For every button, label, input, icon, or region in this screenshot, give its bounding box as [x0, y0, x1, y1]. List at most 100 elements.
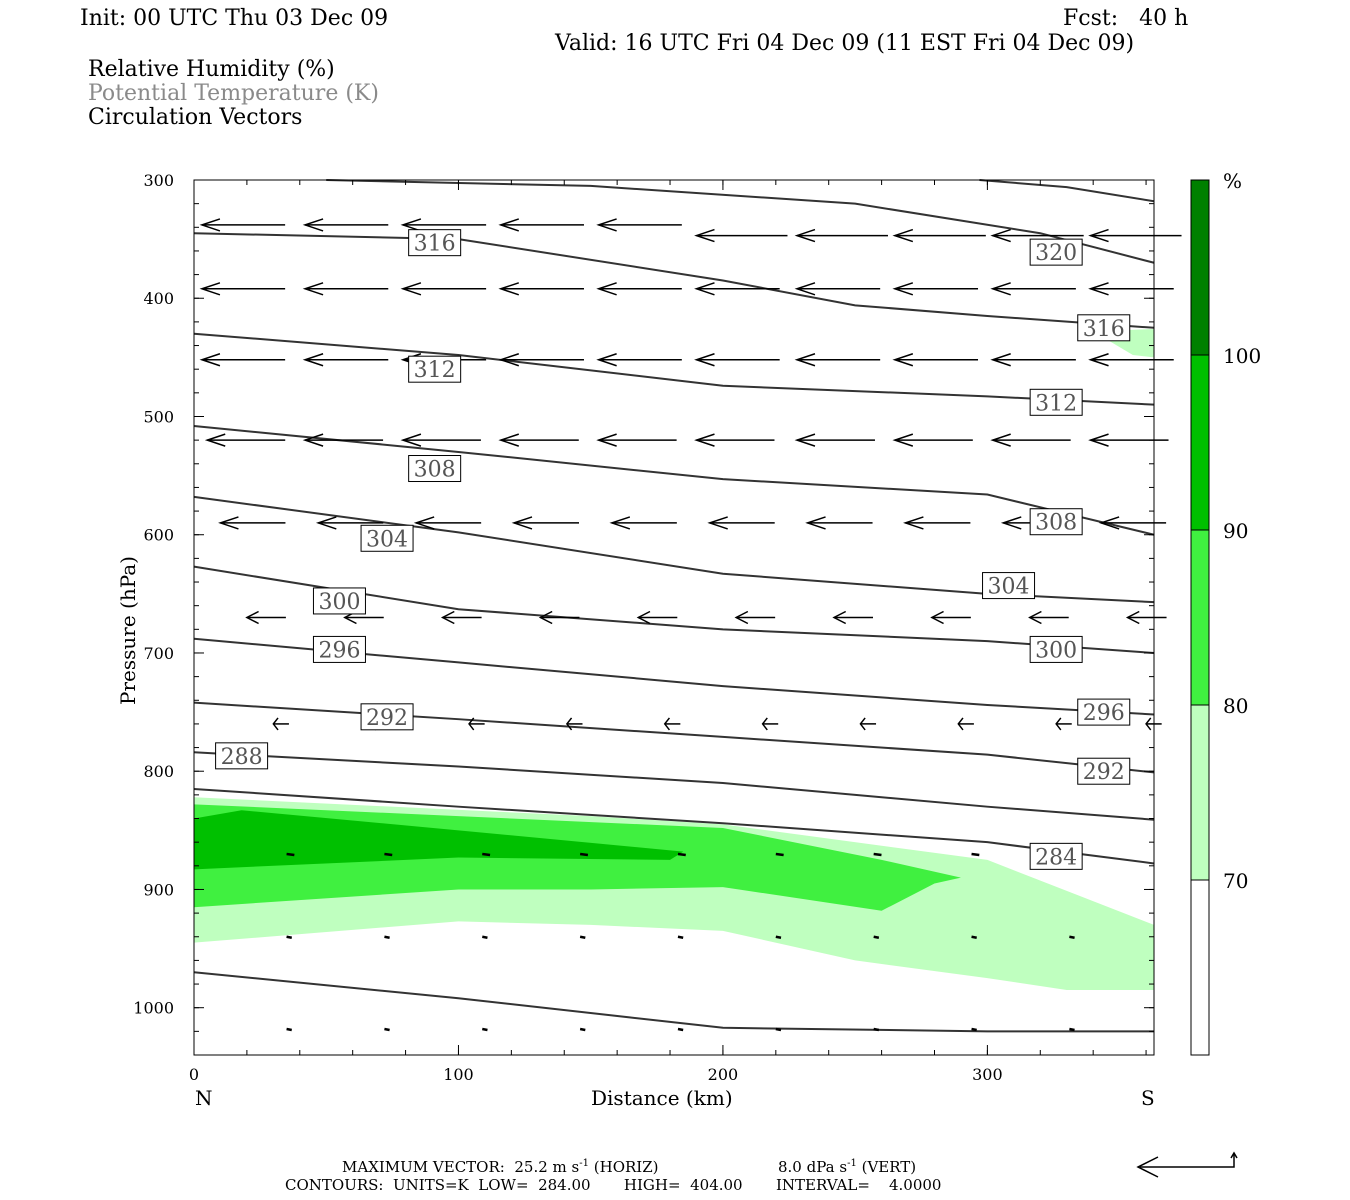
- svg-text:304: 304: [988, 575, 1030, 600]
- contour-label-312: 312: [408, 355, 462, 383]
- contour-label-300: 300: [1029, 635, 1083, 663]
- circulation-vector: [794, 228, 888, 243]
- max-vector-text: MAXIMUM VECTOR: 25.2 m s-1 (HORIZ): [342, 1158, 659, 1176]
- circulation-vector: [1069, 1027, 1075, 1032]
- svg-text:296: 296: [318, 638, 360, 663]
- field-label-rh: Relative Humidity (%): [88, 57, 335, 82]
- x-axis-title: Distance (km): [591, 1086, 733, 1110]
- svg-text:312: 312: [414, 358, 456, 383]
- contour-label-312: 312: [1029, 388, 1083, 416]
- circulation-vector: [482, 935, 488, 939]
- circulation-vector: [609, 516, 677, 530]
- contour-label-288: 288: [215, 742, 269, 770]
- contour-label-300: 300: [312, 587, 366, 615]
- contour-label-304: 304: [982, 572, 1036, 600]
- contour-label-284: 284: [1029, 842, 1083, 870]
- circulation-vector: [794, 282, 881, 296]
- theta-contour-292: [193, 701, 1155, 774]
- circulation-vector: [971, 935, 977, 939]
- x-tick-label: 0: [189, 1065, 199, 1084]
- circulation-vector: [663, 717, 681, 731]
- svg-text:300: 300: [318, 590, 360, 615]
- svg-text:296: 296: [1083, 701, 1125, 726]
- y-tick-label: 700: [143, 644, 174, 663]
- circulation-vector: [384, 852, 393, 857]
- theta-contour-316: [193, 232, 1155, 329]
- south-label: S: [1141, 1086, 1155, 1110]
- contour-label-304: 304: [360, 524, 414, 552]
- colorbar-swatch: [1190, 879, 1210, 1056]
- contour-label-296: 296: [1077, 698, 1131, 726]
- svg-text:300: 300: [1035, 638, 1077, 663]
- circulation-vector: [734, 610, 776, 625]
- circulation-vector: [1088, 433, 1169, 447]
- colorbar-label: 90: [1223, 519, 1248, 543]
- plot-frame: [193, 179, 1155, 1056]
- circulation-vector: [930, 610, 971, 625]
- svg-text:308: 308: [414, 458, 456, 483]
- contour-label-308: 308: [408, 455, 462, 483]
- circulation-vector: [286, 935, 292, 939]
- circulation-vector: [971, 852, 980, 857]
- circulation-vector: [1055, 717, 1072, 731]
- contour-label-292: 292: [360, 703, 414, 731]
- y-tick-label: 600: [143, 526, 174, 545]
- circulation-vector: [596, 282, 682, 296]
- circulation-vector: [498, 282, 584, 296]
- y-tick-label: 800: [143, 762, 174, 781]
- rh-region-90-100: [194, 810, 684, 870]
- theta-contour-312: [193, 332, 1155, 406]
- colorbar-swatch: [1190, 354, 1210, 531]
- north-label: N: [195, 1086, 213, 1110]
- svg-text:292: 292: [366, 706, 408, 731]
- circulation-vector: [272, 717, 289, 731]
- circulation-vector: [873, 1027, 880, 1032]
- circulation-vector: [903, 516, 971, 530]
- svg-text:312: 312: [1035, 391, 1077, 416]
- circulation-vector: [468, 717, 485, 731]
- colorbar-label: 70: [1223, 869, 1248, 893]
- circulation-vector: [761, 717, 779, 731]
- colorbar-unit: %: [1223, 169, 1242, 193]
- svg-text:316: 316: [1083, 317, 1125, 342]
- circulation-vector: [892, 433, 973, 447]
- circulation-vector: [832, 610, 873, 625]
- circulation-vector: [1069, 935, 1075, 939]
- circulation-vector: [579, 935, 586, 939]
- y-tick-label: 900: [143, 880, 174, 899]
- circulation-vector: [957, 717, 974, 731]
- circulation-vector: [859, 717, 877, 731]
- circulation-vector: [596, 353, 682, 367]
- circulation-vector: [400, 218, 487, 232]
- theta-contour-308: [193, 424, 1155, 536]
- circulation-vector: [694, 353, 780, 367]
- circulation-vector: [873, 852, 882, 857]
- y-tick-label: 1000: [133, 999, 174, 1018]
- vert-vector-text: 8.0 dPa s-1 (VERT): [778, 1158, 917, 1176]
- colorbar-swatch: [1190, 529, 1210, 706]
- theta-contour-304: [193, 495, 1155, 604]
- y-axis-title: Pressure (hPa): [116, 556, 140, 705]
- circulation-vector: [677, 852, 686, 857]
- svg-text:288: 288: [221, 745, 263, 770]
- contour-label-296: 296: [312, 635, 366, 663]
- circulation-vector: [1088, 353, 1174, 367]
- circulation-vector: [400, 282, 487, 296]
- svg-text:304: 304: [366, 527, 408, 552]
- colorbar-label: 80: [1223, 694, 1248, 718]
- circulation-vector: [1088, 228, 1182, 243]
- circulation-vector: [1028, 610, 1069, 625]
- circulation-vector: [245, 610, 286, 625]
- circulation-vector: [302, 353, 389, 367]
- init-time: Init: 00 UTC Thu 03 Dec 09: [80, 6, 389, 31]
- circulation-vector: [482, 1027, 488, 1032]
- circulation-vector: [990, 353, 1076, 367]
- circulation-vector: [413, 516, 482, 530]
- contour-label-316: 316: [1077, 314, 1131, 342]
- x-tick-label: 100: [443, 1065, 474, 1084]
- circulation-vector: [694, 228, 788, 243]
- circulation-vector: [677, 1027, 684, 1032]
- circulation-vector: [286, 1027, 292, 1032]
- circulation-vector: [302, 433, 384, 447]
- circulation-vector: [775, 935, 782, 939]
